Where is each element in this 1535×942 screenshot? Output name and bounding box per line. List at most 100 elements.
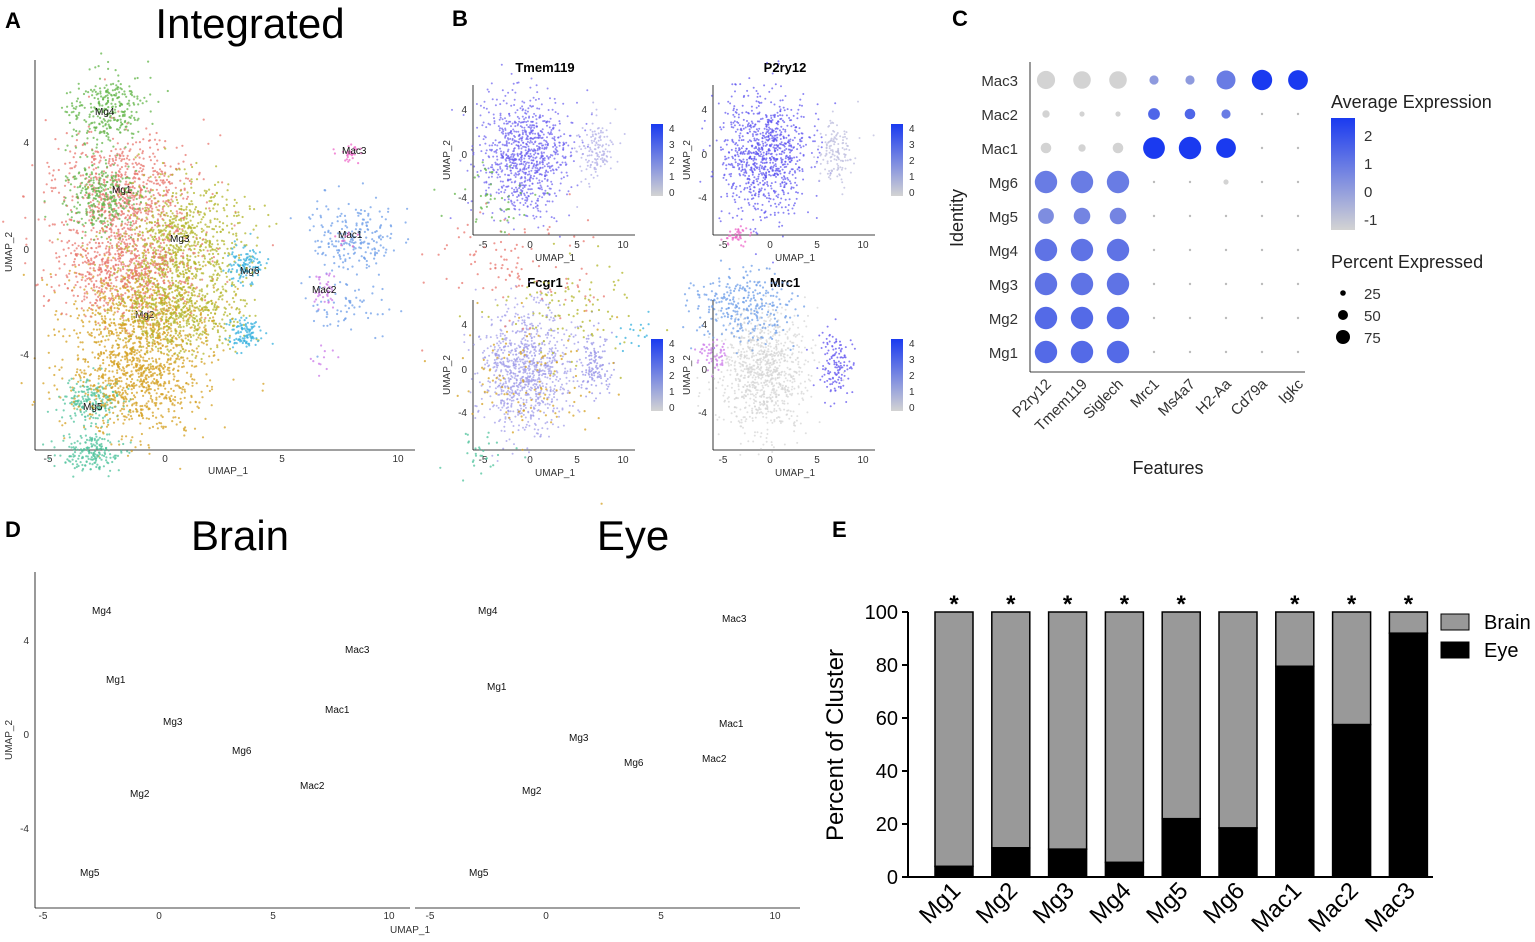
feature-point xyxy=(512,82,515,85)
umap-point-mg1 xyxy=(150,199,153,203)
umap-point-mg6 xyxy=(227,270,230,273)
feature-point xyxy=(729,102,732,105)
umap-point-mg1 xyxy=(129,148,132,151)
feature-point xyxy=(756,133,759,136)
feature-point xyxy=(787,134,790,137)
umap-point-mg2 xyxy=(75,332,78,335)
umap-point-mg1 xyxy=(87,95,91,98)
umap-point-mg3 xyxy=(183,226,186,229)
feature-point xyxy=(734,149,737,152)
umap-point-mac1 xyxy=(316,252,319,255)
feature-point xyxy=(511,139,514,141)
umap-point-mg1 xyxy=(120,240,123,243)
umap-point-mg4 xyxy=(115,84,118,87)
umap-point-mg1 xyxy=(134,161,137,164)
feature-point xyxy=(769,204,772,207)
umap-point-mg4 xyxy=(91,94,94,97)
feature-point xyxy=(467,201,470,204)
feature-point xyxy=(499,175,501,178)
feature-point xyxy=(781,114,784,117)
umap-point-mac1 xyxy=(382,246,385,249)
umap-point-mg3 xyxy=(217,263,220,266)
umap-point-mg6 xyxy=(250,281,253,284)
feature-point xyxy=(765,125,768,128)
feature-point xyxy=(534,166,537,169)
feature-point xyxy=(518,158,521,161)
feature-point xyxy=(801,104,803,107)
umap-point-mg2 xyxy=(216,325,219,328)
umap-point-mac1 xyxy=(375,252,379,255)
umap-point-mg5 xyxy=(122,400,126,403)
umap-point-mg2 xyxy=(184,334,187,337)
umap-point-mac3 xyxy=(357,162,360,165)
umap-point-mg2 xyxy=(125,305,128,308)
umap-point-mg1 xyxy=(86,142,89,145)
umap-point-mg1 xyxy=(54,138,57,141)
feature-point xyxy=(800,146,802,149)
feature-point xyxy=(552,145,555,148)
umap-point-mg2 xyxy=(20,382,23,385)
feature-point xyxy=(536,182,539,185)
umap-point-mg5 xyxy=(85,409,88,412)
feature-point xyxy=(731,83,734,86)
feature-point xyxy=(470,148,473,151)
feature-point xyxy=(533,112,536,115)
feature-point xyxy=(529,137,532,140)
feature-point xyxy=(510,130,513,132)
umap-point-mg3 xyxy=(190,180,193,183)
umap-point-mac1 xyxy=(355,222,358,225)
umap-point-mg3 xyxy=(226,265,229,268)
feature-point xyxy=(753,207,756,210)
umap-point-mg3 xyxy=(141,231,144,234)
umap-point-mac1 xyxy=(372,285,375,288)
umap-point-mg3 xyxy=(193,262,196,265)
feature-point xyxy=(745,163,748,166)
feature-point xyxy=(781,189,784,192)
umap-point-mg2 xyxy=(179,282,182,285)
umap-point-mg4 xyxy=(78,111,81,114)
umap-point-mg2 xyxy=(68,279,71,282)
feature-point xyxy=(546,165,549,168)
feature-point xyxy=(513,98,516,101)
feature-point xyxy=(788,142,791,145)
umap-point-mg1 xyxy=(96,205,99,209)
feature-point xyxy=(518,187,521,190)
umap-point-mg2 xyxy=(81,341,84,344)
feature-point xyxy=(758,143,761,146)
umap-point-mg4 xyxy=(121,115,124,118)
umap-point-mg6 xyxy=(242,275,245,278)
umap-point-mg3 xyxy=(219,230,222,233)
umap-point-mg1 xyxy=(182,197,185,200)
feature-point xyxy=(595,161,598,164)
feature-point xyxy=(601,127,604,130)
umap-point-mg3 xyxy=(98,201,101,204)
umap-point-mg6 xyxy=(253,257,256,260)
feature-point xyxy=(778,62,780,65)
umap-point-mac1 xyxy=(360,209,363,212)
umap-point-mg1 xyxy=(45,183,48,186)
y-axis-label: UMAP_2 xyxy=(442,140,453,180)
feature-point xyxy=(812,140,815,143)
umap-point-mg2 xyxy=(106,356,109,359)
feature-point xyxy=(796,117,799,120)
feature-point xyxy=(518,117,521,120)
umap-point-mg5 xyxy=(104,407,107,410)
umap-point-mg3 xyxy=(152,249,155,252)
feature-point xyxy=(755,153,758,156)
umap-point-mac1 xyxy=(327,245,330,249)
feature-point xyxy=(523,157,526,160)
umap-point-mg3 xyxy=(204,207,208,210)
umap-point-mg2 xyxy=(41,278,44,282)
feature-point xyxy=(506,167,509,170)
feature-point xyxy=(482,212,485,215)
legend-tick: 4 xyxy=(669,124,675,135)
umap-point-mg3 xyxy=(192,235,195,239)
umap-point-mg1 xyxy=(92,199,95,202)
feature-point xyxy=(757,207,759,210)
feature-point xyxy=(780,161,783,164)
umap-point-mg1 xyxy=(139,191,142,194)
feature-point xyxy=(584,129,587,132)
umap-point-mg1 xyxy=(51,174,55,177)
x-axis-label: UMAP_1 xyxy=(535,253,575,264)
feature-point xyxy=(743,188,746,191)
